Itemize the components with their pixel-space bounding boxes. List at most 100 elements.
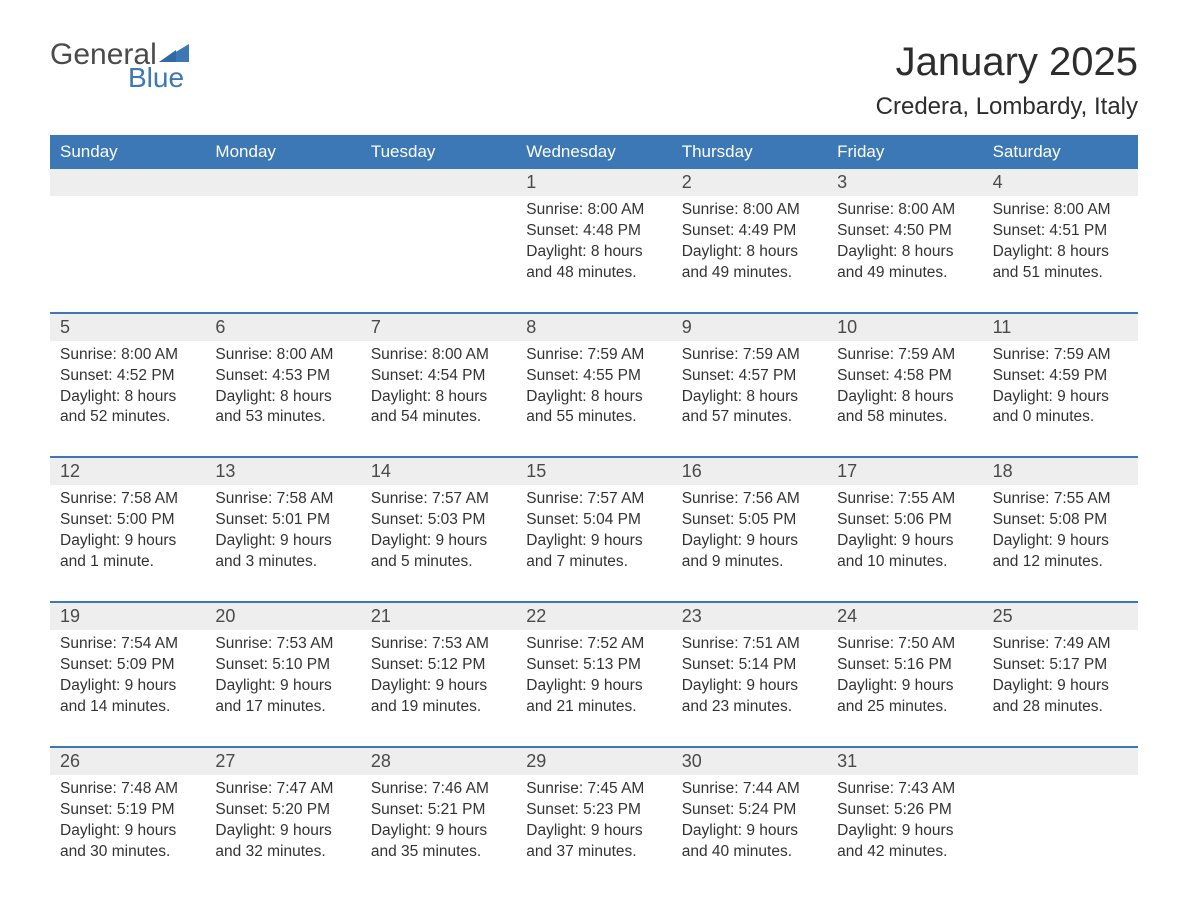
day-content: Sunrise: 8:00 AMSunset: 4:54 PMDaylight:… <box>361 341 516 435</box>
day-number: 31 <box>827 748 982 775</box>
calendar-day-cell: 16Sunrise: 7:56 AMSunset: 5:05 PMDayligh… <box>672 458 827 579</box>
day-content: Sunrise: 7:59 AMSunset: 4:59 PMDaylight:… <box>983 341 1138 435</box>
daylight-line: Daylight: 9 hours and 9 minutes. <box>682 531 817 573</box>
sunset-line: Sunset: 5:13 PM <box>526 655 661 676</box>
sunset-line: Sunset: 5:00 PM <box>60 510 195 531</box>
calendar-week: 1Sunrise: 8:00 AMSunset: 4:48 PMDaylight… <box>50 169 1138 290</box>
day-content: Sunrise: 8:00 AMSunset: 4:51 PMDaylight:… <box>983 196 1138 290</box>
sunset-line: Sunset: 5:03 PM <box>371 510 506 531</box>
sunset-line: Sunset: 5:05 PM <box>682 510 817 531</box>
sunrise-line: Sunrise: 7:54 AM <box>60 634 195 655</box>
day-number: 13 <box>205 458 360 485</box>
calendar-day-cell: 15Sunrise: 7:57 AMSunset: 5:04 PMDayligh… <box>516 458 671 579</box>
day-content: Sunrise: 7:50 AMSunset: 5:16 PMDaylight:… <box>827 630 982 724</box>
day-number: 25 <box>983 603 1138 630</box>
day-number: 20 <box>205 603 360 630</box>
daylight-line: Daylight: 8 hours and 53 minutes. <box>215 387 350 429</box>
day-content: Sunrise: 7:53 AMSunset: 5:10 PMDaylight:… <box>205 630 360 724</box>
day-number: 7 <box>361 314 516 341</box>
calendar-day-cell: 23Sunrise: 7:51 AMSunset: 5:14 PMDayligh… <box>672 603 827 724</box>
calendar-day-cell: 6Sunrise: 8:00 AMSunset: 4:53 PMDaylight… <box>205 314 360 435</box>
day-content: Sunrise: 7:55 AMSunset: 5:08 PMDaylight:… <box>983 485 1138 579</box>
sunset-line: Sunset: 5:16 PM <box>837 655 972 676</box>
day-number: 10 <box>827 314 982 341</box>
daylight-line: Daylight: 8 hours and 51 minutes. <box>993 242 1128 284</box>
daylight-line: Daylight: 9 hours and 1 minute. <box>60 531 195 573</box>
day-content: Sunrise: 7:45 AMSunset: 5:23 PMDaylight:… <box>516 775 671 869</box>
calendar-day-cell: 28Sunrise: 7:46 AMSunset: 5:21 PMDayligh… <box>361 748 516 869</box>
day-content: Sunrise: 7:57 AMSunset: 5:04 PMDaylight:… <box>516 485 671 579</box>
day-content: Sunrise: 7:46 AMSunset: 5:21 PMDaylight:… <box>361 775 516 869</box>
sunrise-line: Sunrise: 7:56 AM <box>682 489 817 510</box>
daylight-line: Daylight: 9 hours and 28 minutes. <box>993 676 1128 718</box>
daylight-line: Daylight: 8 hours and 52 minutes. <box>60 387 195 429</box>
sunrise-line: Sunrise: 8:00 AM <box>526 200 661 221</box>
day-number: 5 <box>50 314 205 341</box>
day-number: 2 <box>672 169 827 196</box>
sunset-line: Sunset: 5:19 PM <box>60 800 195 821</box>
day-number: 22 <box>516 603 671 630</box>
calendar-day-cell: 27Sunrise: 7:47 AMSunset: 5:20 PMDayligh… <box>205 748 360 869</box>
daylight-line: Daylight: 9 hours and 7 minutes. <box>526 531 661 573</box>
day-header-cell: Saturday <box>983 135 1138 169</box>
day-content: Sunrise: 7:49 AMSunset: 5:17 PMDaylight:… <box>983 630 1138 724</box>
calendar-weeks: 1Sunrise: 8:00 AMSunset: 4:48 PMDaylight… <box>50 169 1138 868</box>
daylight-line: Daylight: 9 hours and 12 minutes. <box>993 531 1128 573</box>
calendar-week: 12Sunrise: 7:58 AMSunset: 5:00 PMDayligh… <box>50 456 1138 579</box>
day-content <box>50 196 205 206</box>
sunset-line: Sunset: 5:09 PM <box>60 655 195 676</box>
day-content <box>361 196 516 206</box>
calendar-day-cell: 9Sunrise: 7:59 AMSunset: 4:57 PMDaylight… <box>672 314 827 435</box>
daylight-line: Daylight: 9 hours and 5 minutes. <box>371 531 506 573</box>
sunset-line: Sunset: 5:06 PM <box>837 510 972 531</box>
day-content: Sunrise: 7:57 AMSunset: 5:03 PMDaylight:… <box>361 485 516 579</box>
sunset-line: Sunset: 4:57 PM <box>682 366 817 387</box>
sunset-line: Sunset: 5:14 PM <box>682 655 817 676</box>
daylight-line: Daylight: 9 hours and 10 minutes. <box>837 531 972 573</box>
day-content: Sunrise: 8:00 AMSunset: 4:52 PMDaylight:… <box>50 341 205 435</box>
logo: General Blue <box>50 40 189 92</box>
sunrise-line: Sunrise: 8:00 AM <box>371 345 506 366</box>
daylight-line: Daylight: 9 hours and 19 minutes. <box>371 676 506 718</box>
day-number <box>205 169 360 196</box>
sunrise-line: Sunrise: 7:57 AM <box>526 489 661 510</box>
sunset-line: Sunset: 5:23 PM <box>526 800 661 821</box>
logo-text-blue: Blue <box>128 64 189 92</box>
sunrise-line: Sunrise: 7:59 AM <box>837 345 972 366</box>
day-content: Sunrise: 7:53 AMSunset: 5:12 PMDaylight:… <box>361 630 516 724</box>
day-number: 14 <box>361 458 516 485</box>
daylight-line: Daylight: 9 hours and 17 minutes. <box>215 676 350 718</box>
sunrise-line: Sunrise: 7:53 AM <box>215 634 350 655</box>
day-number: 3 <box>827 169 982 196</box>
sunset-line: Sunset: 5:01 PM <box>215 510 350 531</box>
daylight-line: Daylight: 9 hours and 3 minutes. <box>215 531 350 573</box>
sunset-line: Sunset: 4:55 PM <box>526 366 661 387</box>
day-content: Sunrise: 7:59 AMSunset: 4:55 PMDaylight:… <box>516 341 671 435</box>
sunrise-line: Sunrise: 7:47 AM <box>215 779 350 800</box>
calendar-day-cell <box>205 169 360 290</box>
sunset-line: Sunset: 4:59 PM <box>993 366 1128 387</box>
sunrise-line: Sunrise: 7:51 AM <box>682 634 817 655</box>
sunrise-line: Sunrise: 7:48 AM <box>60 779 195 800</box>
day-number: 27 <box>205 748 360 775</box>
day-header-cell: Tuesday <box>361 135 516 169</box>
daylight-line: Daylight: 9 hours and 25 minutes. <box>837 676 972 718</box>
day-content: Sunrise: 7:58 AMSunset: 5:01 PMDaylight:… <box>205 485 360 579</box>
day-number: 30 <box>672 748 827 775</box>
day-number: 4 <box>983 169 1138 196</box>
calendar-day-cell <box>361 169 516 290</box>
calendar-day-cell: 12Sunrise: 7:58 AMSunset: 5:00 PMDayligh… <box>50 458 205 579</box>
sunset-line: Sunset: 4:58 PM <box>837 366 972 387</box>
daylight-line: Daylight: 9 hours and 23 minutes. <box>682 676 817 718</box>
day-content: Sunrise: 7:54 AMSunset: 5:09 PMDaylight:… <box>50 630 205 724</box>
day-number: 19 <box>50 603 205 630</box>
daylight-line: Daylight: 9 hours and 14 minutes. <box>60 676 195 718</box>
day-number: 6 <box>205 314 360 341</box>
calendar-day-cell: 24Sunrise: 7:50 AMSunset: 5:16 PMDayligh… <box>827 603 982 724</box>
day-header-cell: Wednesday <box>516 135 671 169</box>
day-content: Sunrise: 7:56 AMSunset: 5:05 PMDaylight:… <box>672 485 827 579</box>
day-number: 8 <box>516 314 671 341</box>
day-content: Sunrise: 8:00 AMSunset: 4:53 PMDaylight:… <box>205 341 360 435</box>
sunset-line: Sunset: 4:50 PM <box>837 221 972 242</box>
calendar-day-header: SundayMondayTuesdayWednesdayThursdayFrid… <box>50 135 1138 169</box>
